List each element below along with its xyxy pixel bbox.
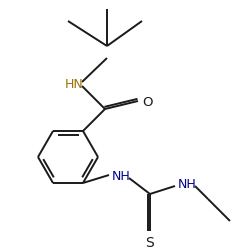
Text: NH: NH <box>178 178 197 191</box>
Text: HN: HN <box>65 78 84 91</box>
Text: O: O <box>142 95 153 108</box>
Text: S: S <box>146 235 154 249</box>
Text: NH: NH <box>112 169 131 182</box>
